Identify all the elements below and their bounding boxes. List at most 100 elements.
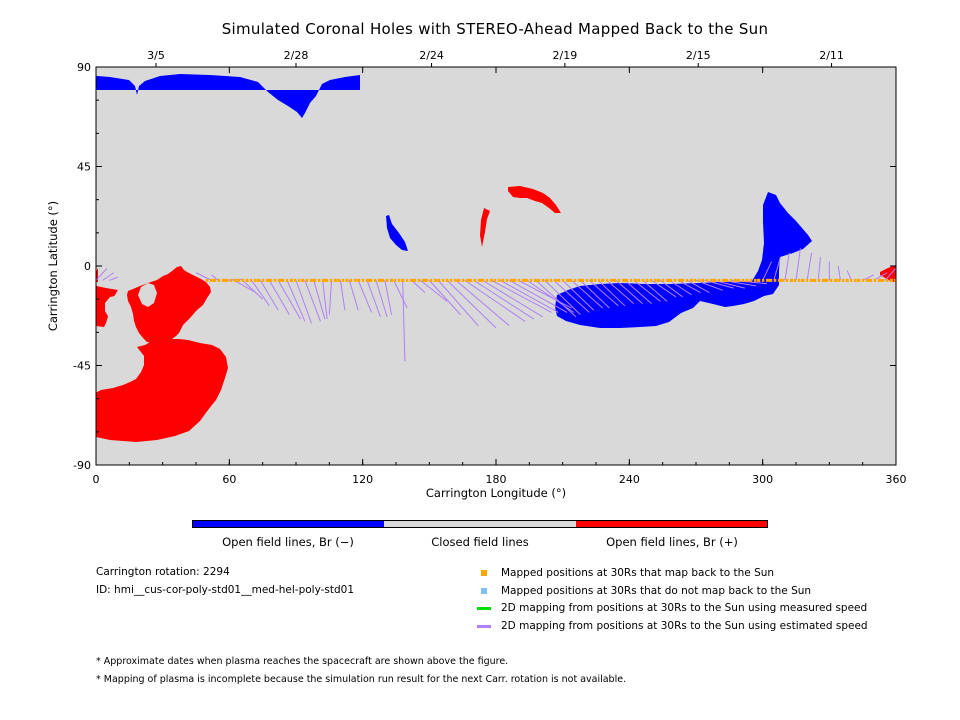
mapped-back-dot — [705, 278, 709, 282]
mapped-back-point-64 — [712, 278, 716, 282]
mapped-back-dot — [841, 278, 845, 282]
mapped-back-point-60 — [667, 278, 671, 282]
mapped-back-dot — [649, 278, 653, 282]
mapped-back-dot — [477, 278, 481, 282]
mapped-back-dot — [473, 278, 477, 282]
mapped-back-dot — [313, 278, 317, 282]
y-tick-label: 90 — [77, 61, 91, 74]
mapped-back-dot — [489, 278, 493, 282]
estimated-mapping-line-62 — [784, 252, 790, 281]
mapped-back-dot — [545, 278, 549, 282]
mapped-back-dot — [465, 278, 469, 282]
mapped-back-point-33 — [367, 278, 371, 282]
mapped-back-dot — [297, 278, 301, 282]
legend-swatch-estimated-speed — [477, 624, 491, 628]
note-dates: * Approximate dates when plasma reaches … — [96, 656, 509, 667]
mapped-back-dot — [433, 278, 437, 282]
mapped-back-dot — [533, 278, 537, 282]
estimated-mapping-line-68 — [846, 270, 853, 281]
estimated-mapping-line-53 — [677, 279, 701, 293]
mapped-back-dot — [209, 278, 213, 282]
mapped-back-dot — [789, 278, 793, 282]
x-axis-label: Carrington Longitude (°) — [426, 486, 566, 500]
mapped-back-dot — [389, 278, 393, 282]
y-tick-label: 0 — [84, 260, 91, 273]
x-tick-label: 120 — [352, 473, 373, 486]
mapped-back-dot — [585, 278, 589, 282]
mapped-back-dot — [561, 278, 565, 282]
mapped-back-dot — [781, 278, 785, 282]
mapped-back-dot — [409, 278, 413, 282]
mapped-back-dot — [837, 278, 841, 282]
legend-label-mapped-back: Mapped positions at 30Rs that map back t… — [501, 567, 775, 579]
mapped-back-dot — [877, 278, 881, 282]
estimated-mapping-line-40 — [562, 280, 595, 311]
mapped-back-dot — [353, 278, 357, 282]
estimated-mapping-line-51 — [660, 279, 683, 298]
mapped-back-dot — [521, 278, 525, 282]
estimated-mapping-line-32 — [491, 279, 552, 313]
mapped-back-point-20 — [223, 278, 227, 282]
mapped-back-point-52 — [578, 278, 582, 282]
coronal-hole-negative-7 — [555, 192, 812, 328]
mapped-back-dot — [621, 278, 625, 282]
legend-item-mapped-back: Mapped positions at 30Rs that map back t… — [477, 566, 774, 580]
mapped-back-dot — [869, 278, 873, 282]
mapped-back-dot — [325, 278, 329, 282]
estimated-mapping-line-30 — [473, 279, 535, 320]
estimated-mapping-line-22 — [402, 280, 406, 362]
mapped-back-dot — [653, 278, 657, 282]
mapped-back-dot — [429, 278, 433, 282]
mapped-back-dot — [277, 278, 281, 282]
mapped-back-dot — [333, 278, 337, 282]
mapped-back-dot — [457, 278, 461, 282]
mapped-back-dot — [493, 278, 497, 282]
mapped-back-dot — [801, 278, 805, 282]
estimated-mapping-line-1 — [211, 274, 219, 281]
mapped-back-dot — [773, 278, 777, 282]
mapped-back-dot — [437, 278, 441, 282]
mapped-back-dot — [553, 278, 557, 282]
mapped-back-dot — [365, 278, 369, 282]
mapped-back-dot — [677, 278, 681, 282]
mapped-back-dot — [357, 278, 361, 282]
closed-island-0 — [150, 214, 178, 244]
mapped-back-dot — [593, 278, 597, 282]
estimated-mapping-line-28 — [455, 279, 510, 327]
mapped-back-dot — [481, 278, 485, 282]
mapped-back-dot — [293, 278, 297, 282]
mapped-back-dot — [765, 278, 769, 282]
axes-layer: 0 60 120 180 240 300 360 -90 -45 0 45 90 3/5 2/28 2/24… — [46, 49, 907, 500]
estimated-mapping-line-50 — [651, 279, 677, 298]
estimated-mapping-line-3 — [233, 279, 257, 293]
mapped-back-dot — [657, 278, 661, 282]
mapped-back-dot — [745, 278, 749, 282]
closed-island-1 — [109, 260, 135, 286]
mapped-back-point-38 — [423, 278, 427, 282]
estimated-mapping-line-54 — [686, 279, 710, 293]
mapped-back-point-46 — [512, 278, 516, 282]
mapped-back-dot — [301, 278, 305, 282]
mapped-back-dot — [889, 278, 893, 282]
mapped-back-dot — [597, 278, 601, 282]
mapped-back-dot — [617, 278, 621, 282]
estimated-mapping-line-43 — [589, 279, 619, 307]
estimated-mapping-line-13 — [322, 280, 328, 320]
estimated-mapping-line-71 — [884, 267, 896, 281]
mapped-back-point-24 — [267, 278, 271, 282]
mapped-back-dot — [737, 278, 741, 282]
mapped-back-dot — [285, 278, 289, 282]
mapped-back-dot — [377, 278, 381, 282]
mapped-back-dot — [505, 278, 509, 282]
estimated-mapping-line-24 — [420, 279, 448, 302]
mapped-back-point-25 — [278, 278, 282, 282]
mapped-back-dot — [557, 278, 561, 282]
map-regions-layer — [96, 67, 896, 465]
coronal-hole-positive-8 — [880, 265, 896, 282]
mapped-back-point-70 — [778, 278, 782, 282]
colorbar-closed-label: Closed field lines — [431, 535, 529, 549]
mapped-back-dot — [665, 278, 669, 282]
estimated-mapping-line-49 — [642, 279, 668, 302]
mapped-back-dot — [241, 278, 245, 282]
mapped-back-dot — [669, 278, 673, 282]
